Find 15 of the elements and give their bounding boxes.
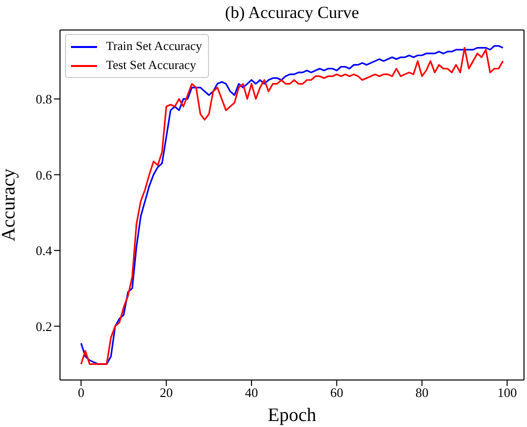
- x-tick-label: 100: [497, 385, 517, 400]
- y-tick-label: 0.6: [36, 167, 52, 182]
- legend-label: Train Set Accuracy: [106, 38, 202, 55]
- y-tick-label: 0.4: [36, 243, 52, 258]
- x-axis-title: Epoch: [268, 405, 317, 426]
- x-tick-label: 60: [330, 385, 344, 400]
- chart-title: (b) Accuracy Curve: [224, 3, 360, 23]
- legend-label: Test Set Accuracy: [106, 57, 196, 74]
- x-tick-label: 40: [245, 385, 258, 400]
- y-axis-title: Accuracy: [0, 168, 20, 242]
- y-tick-label: 0.2: [36, 318, 52, 334]
- x-tick-label: 0: [78, 385, 84, 400]
- y-tick-label: 0.8: [36, 92, 52, 107]
- x-tick-label: 80: [415, 385, 428, 400]
- x-tick-label: 20: [160, 385, 173, 400]
